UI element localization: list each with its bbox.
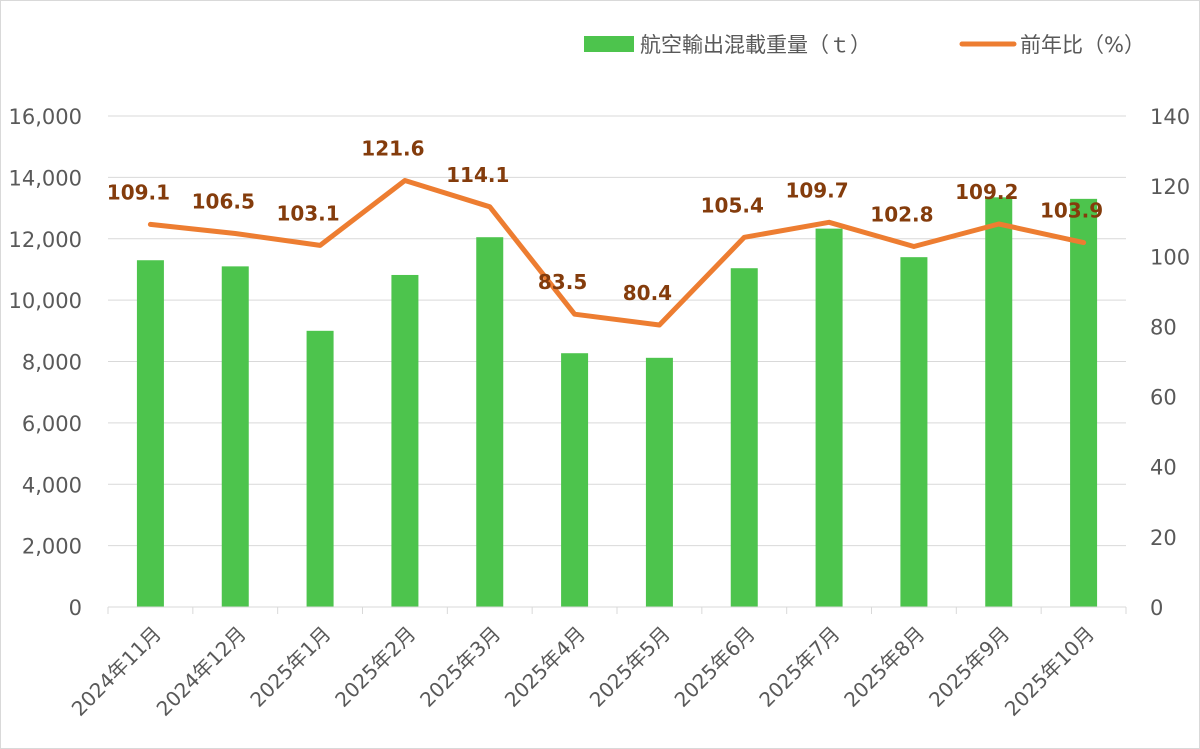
right-axis-tick-label: 80 <box>1150 315 1177 339</box>
line-data-label: 83.5 <box>538 270 587 294</box>
bar <box>561 353 589 607</box>
x-axis-tick-label: 2025年3月 <box>415 622 505 712</box>
x-axis-tick-label: 2024年12月 <box>152 622 251 721</box>
left-axis-tick-label: 0 <box>69 596 82 620</box>
line-data-label: 103.9 <box>1040 199 1103 223</box>
left-axis-tick-label: 14,000 <box>9 166 82 190</box>
left-axis-tick-label: 6,000 <box>22 412 82 436</box>
x-axis-tick-label: 2025年9月 <box>924 622 1014 712</box>
bar <box>391 274 419 607</box>
x-axis-tick-label: 2024年11月 <box>67 622 166 721</box>
left-axis-tick-label: 2,000 <box>22 535 82 559</box>
bar <box>815 228 843 608</box>
bar <box>730 268 758 607</box>
legend-label-bar: 航空輸出混載重量（ｔ） <box>640 33 871 57</box>
left-axis-tick-label: 4,000 <box>22 473 82 497</box>
right-axis-tick-label: 120 <box>1150 175 1190 199</box>
x-axis-tick-label: 2025年5月 <box>585 622 675 712</box>
line-data-label: 109.1 <box>107 180 170 204</box>
line-data-label: 114.1 <box>446 163 509 187</box>
line-data-label: 80.4 <box>623 281 672 305</box>
bar <box>1070 198 1098 607</box>
bar <box>476 237 504 607</box>
left-axis-tick-label: 8,000 <box>22 351 82 375</box>
data-labels: 109.1 106.5 103.1 121.6 114.1 83.5 80.4 105.4 10… <box>107 137 1103 305</box>
line-data-label: 106.5 <box>192 189 255 213</box>
gridlines <box>108 115 1126 547</box>
right-axis-tick-label: 100 <box>1150 245 1190 269</box>
x-axis-tick-label: 2025年6月 <box>670 622 760 712</box>
right-axis-tick-label: 140 <box>1150 105 1190 129</box>
x-axis-tick-label: 2025年7月 <box>754 622 844 712</box>
x-axis-tick-label: 2025年4月 <box>500 622 590 712</box>
bar <box>900 257 928 607</box>
bar <box>221 266 249 607</box>
right-axis-tick-label: 20 <box>1150 526 1177 550</box>
bar <box>645 357 673 607</box>
bar <box>136 260 164 607</box>
right-axis-tick-label: 0 <box>1150 596 1163 620</box>
right-axis-tick-label: 60 <box>1150 386 1177 410</box>
x-axis-tick-label: 2025年2月 <box>330 622 420 712</box>
bar-series <box>136 197 1098 608</box>
line-series <box>147 178 1087 328</box>
line-data-label: 102.8 <box>870 202 933 226</box>
yoy-line <box>147 178 1087 328</box>
bar <box>306 330 334 607</box>
line-data-label: 105.4 <box>701 193 764 217</box>
bar <box>985 197 1013 607</box>
x-axis-tick-label: 2025年10月 <box>1000 622 1099 721</box>
legend-swatch-bar <box>584 36 634 52</box>
line-data-label: 103.1 <box>276 201 339 225</box>
legend-label-line: 前年比（%） <box>1020 33 1145 57</box>
line-data-label: 109.2 <box>955 180 1018 204</box>
line-data-label: 109.7 <box>785 178 848 202</box>
left-axis-tick-label: 16,000 <box>9 105 82 129</box>
left-axis-tick-label: 12,000 <box>9 228 82 252</box>
x-axis-tick-label: 2025年8月 <box>839 622 929 712</box>
line-data-label: 121.6 <box>361 137 424 161</box>
left-axis-tick-label: 10,000 <box>9 289 82 313</box>
legend: 航空輸出混載重量（ｔ） 前年比（%） <box>584 33 1145 57</box>
x-axis-tick-label: 2025年1月 <box>245 622 335 712</box>
right-axis-tick-label: 40 <box>1150 456 1177 480</box>
